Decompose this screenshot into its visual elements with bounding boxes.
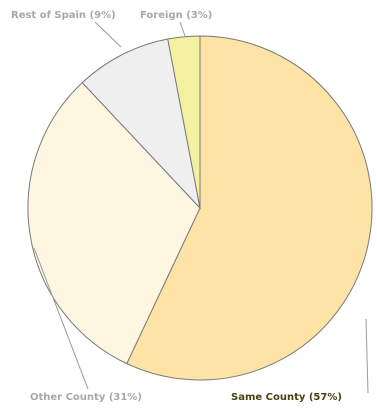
slice-label-1: Other County (31%) (30, 392, 142, 403)
pie-slice-0 (126, 35, 373, 381)
leader-line-0 (365, 318, 369, 394)
pie-slice-1 (27, 81, 201, 365)
pie-slice-2 (81, 38, 201, 210)
leader-line-2 (94, 21, 122, 48)
slice-label-3: Foreign (3%) (140, 10, 212, 21)
slice-label-2: Rest of Spain (9%) (11, 10, 116, 21)
pie-slice-3 (167, 35, 201, 209)
leader-line-1 (33, 247, 89, 390)
slice-label-0: Same County (57%) (231, 392, 342, 403)
leader-line-3 (179, 21, 186, 37)
